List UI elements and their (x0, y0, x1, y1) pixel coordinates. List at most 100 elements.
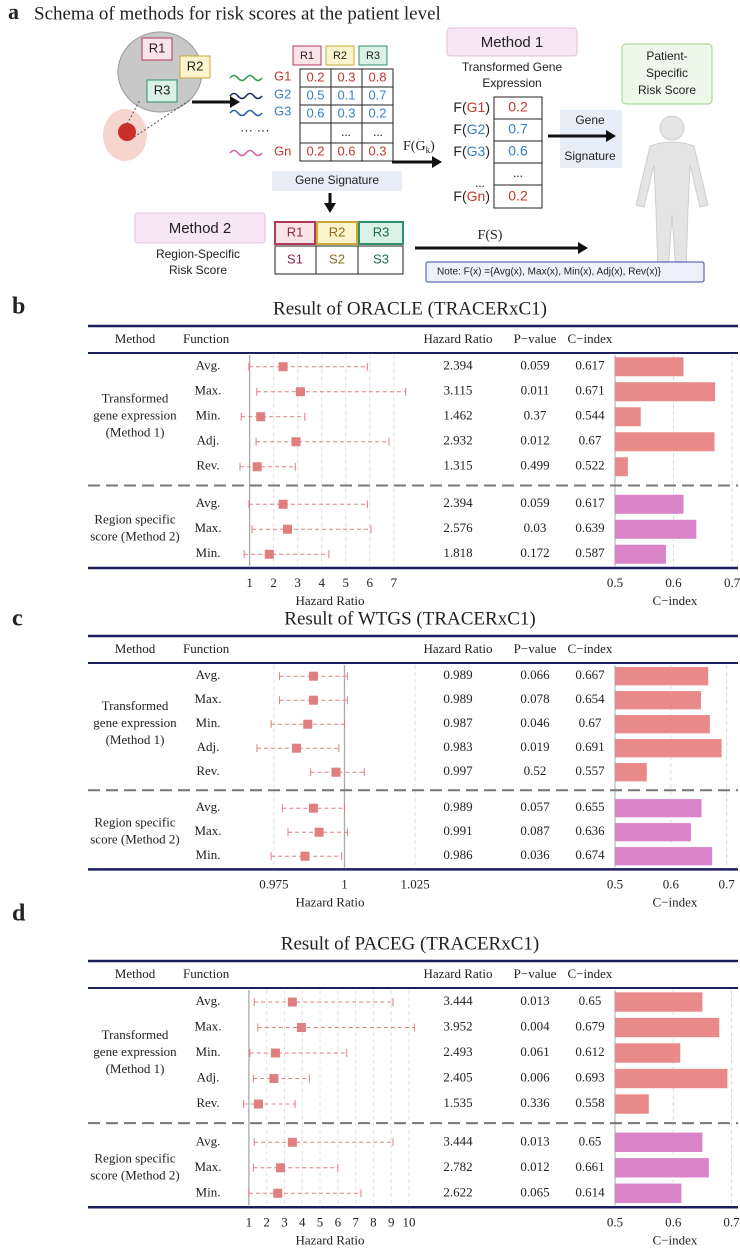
hr-point (308, 695, 318, 705)
function-label: Max. (194, 383, 221, 398)
column-header: Hazard Ratio (424, 641, 493, 656)
function-label: Max. (194, 1019, 221, 1034)
matrix-value: 0.6 (337, 143, 355, 158)
c-index-bar (615, 457, 628, 477)
group-label: Region specific (94, 512, 175, 527)
method-subtitle: Transformed Gene (462, 60, 563, 74)
patient-box (621, 43, 713, 105)
transform-label: F(Gk) (403, 139, 435, 155)
p-value: 0.066 (520, 667, 550, 682)
c-index-value: 0.679 (575, 1019, 604, 1034)
p-value: 0.065 (520, 1184, 549, 1199)
hr-point (303, 719, 313, 729)
group-label: Transformed (102, 1027, 169, 1042)
panel-label: b (12, 294, 25, 320)
p-value: 0.036 (520, 847, 550, 862)
hr-point (252, 462, 262, 472)
matrix-value: 0.2 (306, 69, 324, 84)
group-label: gene expression (93, 408, 177, 423)
function-label: Avg. (196, 1133, 221, 1148)
group-label: gene expression (93, 1044, 177, 1059)
arrowhead (432, 156, 442, 168)
c-index-value: 0.636 (575, 823, 605, 838)
column-header: Hazard Ratio (424, 966, 493, 981)
function-label: Rev. (196, 1095, 219, 1110)
group-label: (Method 1) (106, 732, 165, 747)
p-value: 0.499 (520, 458, 549, 473)
c-tick-label: 0.7 (724, 575, 740, 590)
c-index-value: 0.587 (575, 545, 605, 560)
p-value: 0.013 (520, 1133, 549, 1148)
hr-tick-label: 5 (342, 575, 349, 590)
function-label: Avg. (196, 667, 221, 682)
hr-point (308, 671, 318, 681)
column-header: C−index (568, 331, 613, 346)
column-header: P−value (514, 966, 557, 981)
region-box (292, 45, 322, 66)
c-index-bar (615, 382, 716, 402)
hr-point (270, 1048, 280, 1058)
hr-value: 0.989 (443, 667, 472, 682)
hr-point (291, 437, 301, 447)
function-label: Min. (196, 408, 221, 423)
c-index-bar (615, 715, 710, 734)
c-index-bar (615, 763, 647, 782)
arrowhead (578, 242, 588, 254)
arrowhead (606, 130, 616, 142)
region-box (358, 221, 404, 245)
hr-axis-title: Hazard Ratio (296, 593, 365, 608)
hr-tick-label: 7 (391, 575, 398, 590)
matrix-value: 0.5 (306, 87, 324, 102)
matrix-value: 0.2 (368, 105, 386, 120)
group-label: score (Method 2) (90, 1167, 180, 1182)
arrow-label: Gene (575, 113, 605, 127)
label-bg (272, 171, 402, 191)
column-header: C−index (568, 641, 613, 656)
func-label: F(G2) (453, 121, 490, 137)
group-label: Region specific (94, 815, 175, 830)
gene-wave (229, 74, 263, 82)
function-label: Avg. (196, 358, 221, 373)
c-index-bar (615, 357, 684, 377)
hr-value: 0.987 (443, 715, 473, 730)
hr-point (256, 412, 266, 422)
func-close: ) (485, 143, 490, 159)
function-label: Min. (196, 1184, 221, 1199)
transform-sub: k (426, 145, 431, 155)
gene-signature-label: Gene Signature (295, 173, 379, 187)
hr-tick-label: 9 (388, 1214, 395, 1229)
function-label: Min. (196, 545, 221, 560)
function-label: Max. (194, 823, 221, 838)
hr-value: 2.493 (443, 1044, 472, 1059)
hr-tick-label: 1 (341, 876, 348, 891)
p-value: 0.52 (524, 763, 547, 778)
arrow-label: Signature (564, 149, 616, 163)
c-index-value: 0.671 (575, 383, 604, 398)
c-index-bar (615, 1094, 649, 1114)
function-label: Adj. (197, 1070, 220, 1085)
c-index-bar (615, 407, 641, 427)
matrix-value: 0.3 (368, 143, 386, 158)
hr-point (308, 803, 318, 813)
hr-value: 1.535 (443, 1095, 472, 1110)
hr-tick-label: 8 (370, 1214, 377, 1229)
region-label: R2 (187, 58, 204, 73)
function-label: Avg. (196, 495, 221, 510)
hr-tick-label: 3 (281, 1214, 288, 1229)
p-value: 0.061 (520, 1044, 549, 1059)
func-open: F( (453, 188, 467, 204)
hr-value: 1.462 (443, 408, 472, 423)
column-header: Method (115, 331, 156, 346)
hr-tick-label: 10 (402, 1214, 415, 1229)
func-gene: G2 (467, 121, 486, 137)
c-index-value: 0.667 (575, 667, 605, 682)
schema-title: Schema of methods for risk scores at the… (34, 3, 441, 24)
hr-tick-label: 0.975 (259, 876, 288, 891)
hr-point (264, 549, 274, 559)
function-label: Avg. (196, 993, 221, 1008)
c-index-value: 0.522 (575, 458, 604, 473)
c-tick-label: 0.5 (607, 876, 623, 891)
hr-value: 1.315 (443, 458, 472, 473)
transformed-value: 0.2 (508, 188, 528, 204)
